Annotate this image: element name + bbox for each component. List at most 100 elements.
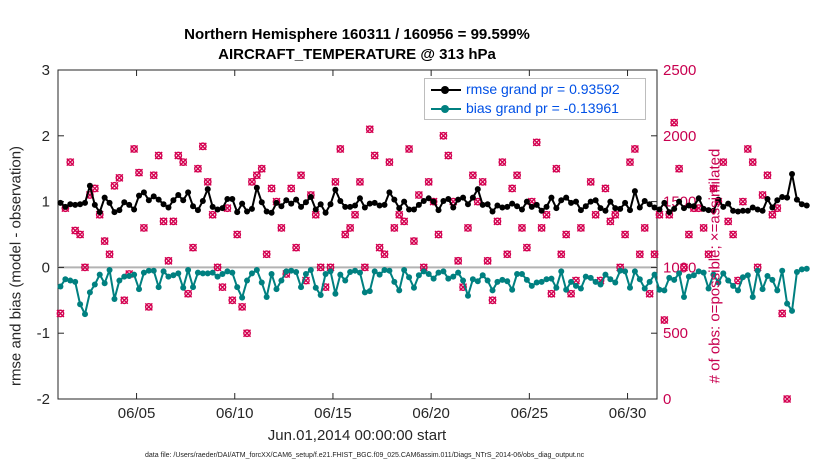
rmse-point [253, 184, 260, 191]
obs-count-point [434, 230, 443, 239]
obs-count-point [631, 145, 639, 153]
bias-point [337, 271, 344, 278]
obs-count-point [498, 158, 507, 167]
obs-assimilated-marker [454, 256, 463, 265]
obs-count-point [488, 296, 497, 305]
obs-assimilated-marker [262, 250, 271, 259]
obs-assimilated-marker [189, 243, 198, 252]
obs-assimilated-marker [154, 151, 163, 160]
obs-count-point [238, 302, 247, 311]
obs-count-point [213, 263, 222, 272]
rmse-point [690, 203, 697, 210]
rmse-point [538, 207, 545, 214]
rmse-point [484, 201, 491, 208]
obs-count-point [763, 171, 772, 180]
rmse-point [101, 194, 108, 201]
rmse-point [356, 195, 363, 202]
obs-count-point [650, 250, 659, 259]
bias-point [435, 269, 442, 276]
rmse-point [563, 194, 570, 201]
bias-point [725, 277, 732, 284]
bias-point [641, 285, 648, 292]
bias-point [730, 282, 737, 289]
rmse-point [57, 199, 64, 206]
rmse-point [582, 203, 589, 210]
bias-point [376, 271, 383, 278]
rmse-point [376, 202, 383, 209]
bias-point [322, 270, 329, 277]
rmse-point [646, 201, 653, 208]
obs-assimilated-marker [297, 171, 306, 180]
obs-assimilated-marker [468, 171, 477, 180]
bias-point [518, 270, 525, 277]
rmse-point [96, 209, 103, 216]
obs-assimilated-marker [567, 289, 576, 298]
obs-count-point [297, 171, 305, 180]
obs-assimilated-marker [385, 158, 394, 167]
bias-point [175, 270, 182, 277]
bias-point [356, 269, 363, 276]
bias-point [199, 270, 206, 277]
bias-point [631, 268, 638, 275]
obs-count-point [635, 250, 644, 259]
obs-assimilated-marker [611, 210, 620, 219]
rmse-point [258, 199, 265, 206]
rmse-point [528, 203, 535, 210]
bias-point [253, 267, 260, 274]
obs-count-point [444, 151, 453, 160]
obs-count-point [591, 210, 600, 219]
obs-count-point [424, 177, 433, 186]
bias-point [327, 268, 334, 275]
obs-count-point [704, 250, 713, 259]
obs-assimilated-marker [552, 164, 561, 173]
bias-point [224, 268, 231, 275]
obs-count-point [576, 224, 585, 232]
bias-point [626, 284, 633, 291]
bias-point [474, 278, 481, 285]
obs-count-point [277, 224, 286, 232]
bias-point [710, 271, 717, 278]
obs-assimilated-marker [483, 256, 492, 265]
bias-point [739, 274, 746, 281]
obs-count-point [287, 184, 296, 193]
bias-point [371, 268, 378, 275]
rmse-point [754, 206, 761, 213]
rmse-point [332, 186, 339, 193]
rmse-point [165, 204, 172, 211]
rmse-point [327, 201, 334, 208]
rmse-point [62, 203, 69, 210]
obs-count-point [233, 230, 242, 239]
obs-count-point [198, 142, 207, 151]
rmse-point [155, 196, 162, 203]
bias-point [803, 265, 810, 272]
obs-assimilated-marker [591, 210, 600, 219]
obs-count-point [105, 250, 114, 259]
obs-count-point [660, 316, 669, 324]
bias-point [469, 276, 476, 283]
obs-count-point [685, 230, 693, 239]
bias-point [754, 267, 761, 274]
rmse-point [789, 170, 796, 177]
obs-count-point [778, 309, 787, 318]
rmse-point [572, 198, 579, 205]
rmse-point [440, 197, 447, 204]
obs-count-point [380, 250, 389, 259]
bias-point [307, 267, 314, 274]
y-right-tick-label: 2000 [663, 128, 696, 145]
rmse-point [381, 201, 388, 208]
obs-count-point [522, 243, 531, 252]
bias-point [180, 284, 187, 291]
bias-point [553, 284, 560, 291]
rmse-point [479, 201, 486, 208]
obs-assimilated-marker [238, 302, 247, 311]
obs-count-point [228, 296, 237, 305]
obs-count-point [709, 184, 718, 193]
bias-point [219, 270, 226, 277]
bias-point [91, 281, 98, 288]
obs-assimilated-marker [621, 230, 630, 239]
obs-count-point [414, 191, 423, 199]
rmse-point [739, 207, 746, 214]
rmse-point [263, 208, 270, 215]
rmse-point [749, 204, 756, 211]
obs-count-point [365, 125, 374, 134]
